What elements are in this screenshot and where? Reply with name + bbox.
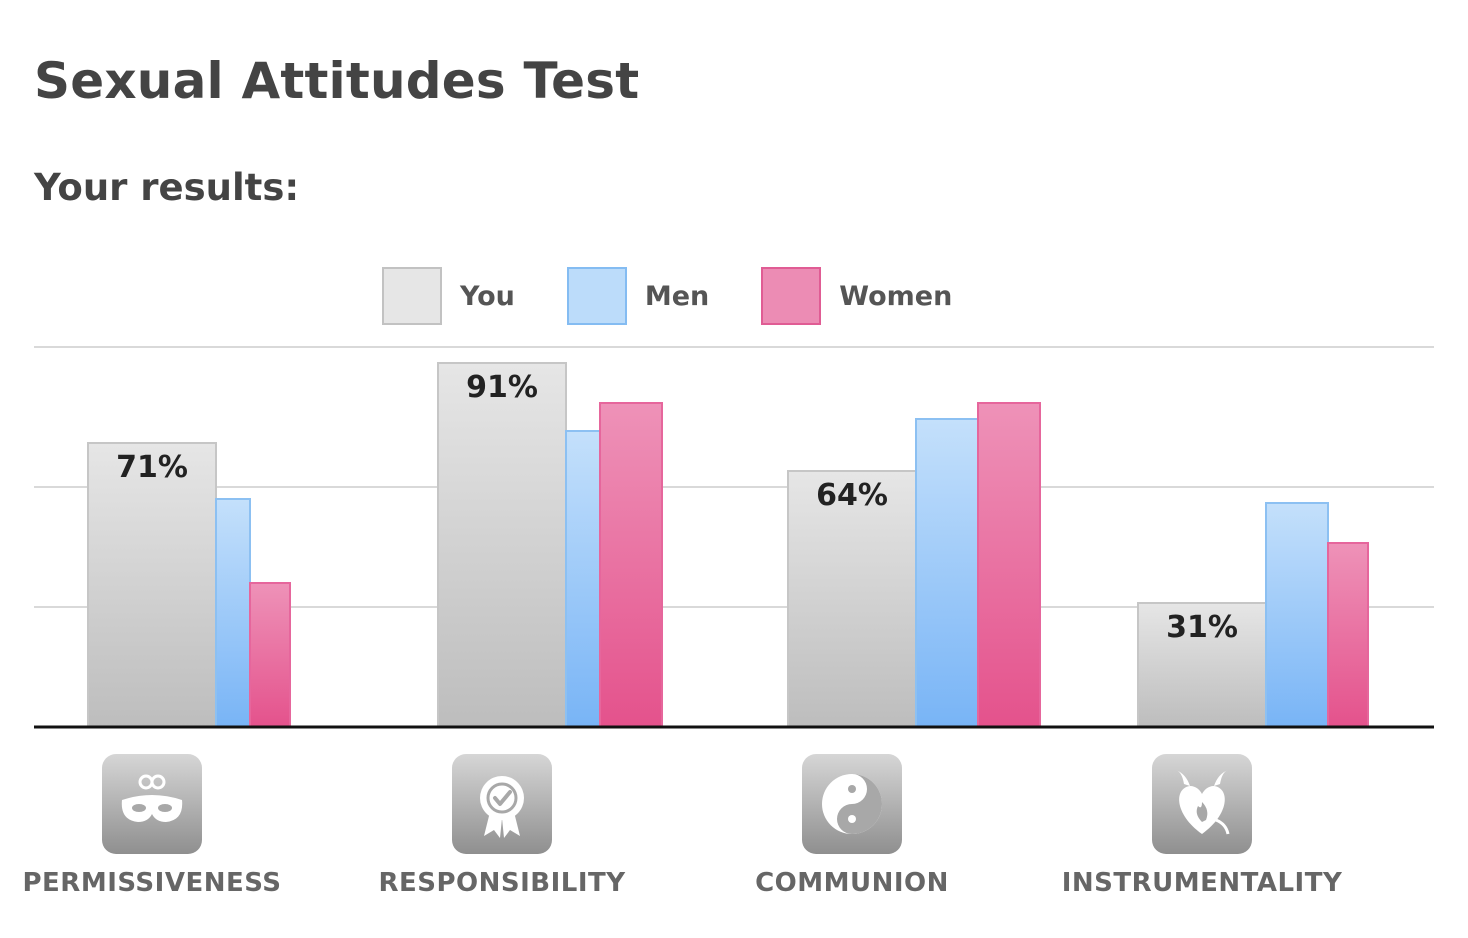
category-label: COMMUNION: [755, 868, 949, 898]
category-label: RESPONSIBILITY: [378, 868, 626, 898]
bar-men: [565, 430, 601, 728]
bar-men: [915, 418, 979, 728]
bar-women: [599, 402, 663, 728]
category-label: INSTRUMENTALITY: [1061, 868, 1343, 898]
category-responsibility: RESPONSIBILITY: [337, 754, 667, 898]
legend-item-women: Women: [761, 267, 952, 325]
bar-women: [977, 402, 1041, 728]
bar-you: [1137, 602, 1267, 728]
category-permissiveness: PERMISSIVENESS: [0, 754, 317, 898]
bar-men: [215, 498, 251, 728]
legend-label-you: You: [460, 280, 515, 312]
award-icon: [452, 754, 552, 854]
category-instrumentality: INSTRUMENTALITY: [1037, 754, 1367, 898]
category-label: PERMISSIVENESS: [22, 868, 282, 898]
bar-you: [437, 362, 567, 728]
bar-you: [87, 442, 217, 728]
bar-women: [249, 582, 291, 728]
results-subtitle: Your results:: [34, 166, 300, 209]
bar-women: [1327, 542, 1369, 728]
legend-item-you: You: [382, 267, 515, 325]
data-label-you: 31%: [1166, 610, 1238, 645]
chart-legend: You Men Women: [382, 266, 1004, 326]
legend-label-women: Women: [839, 280, 953, 312]
legend-item-men: Men: [566, 267, 710, 325]
bars: [87, 362, 1369, 728]
legend-swatch-you: [382, 267, 442, 325]
data-label-you: 91%: [466, 370, 538, 405]
legend-label-men: Men: [644, 280, 710, 312]
heart-horns-icon: [1152, 754, 1252, 854]
category-communion: COMMUNION: [687, 754, 1017, 898]
data-labels: 71% 91% 64% 31%: [116, 370, 1238, 645]
yin-yang-icon: [802, 754, 902, 854]
legend-swatch-women: [761, 267, 822, 325]
mask-icon: [102, 754, 202, 854]
data-label-you: 64%: [816, 478, 888, 513]
page-title: Sexual Attitudes Test: [34, 52, 640, 110]
legend-swatch-men: [566, 267, 627, 325]
data-label-you: 71%: [116, 450, 188, 485]
bar-you: [787, 470, 917, 728]
bar-men: [1265, 502, 1329, 728]
